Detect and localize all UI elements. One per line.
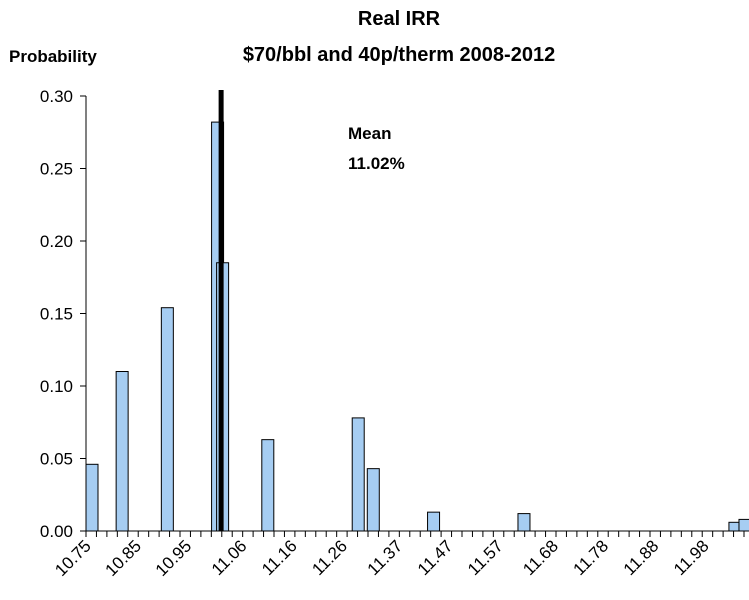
y-axis-label: Probability: [9, 47, 97, 66]
y-tick-label: 0.20: [40, 232, 73, 251]
y-tick-label: 0.05: [40, 450, 73, 469]
histogram-bar: [738, 518, 749, 532]
mean-annotation-label: Mean: [348, 124, 391, 143]
x-tick-label: 11.06: [208, 536, 251, 579]
histogram-bar: [366, 468, 380, 532]
histogram-bar: [85, 463, 99, 532]
x-tick-label: 11.78: [570, 536, 613, 579]
chart-title: Real IRR: [357, 8, 441, 30]
x-tick-label: 11.16: [258, 536, 301, 579]
histogram-bar: [115, 371, 129, 532]
histogram-bar: [351, 417, 365, 532]
x-tick-label: 10.95: [152, 536, 196, 580]
histogram-bar: [427, 511, 441, 532]
x-tick-label: 11.68: [519, 536, 562, 579]
y-tick-label: 0.00: [40, 522, 73, 541]
mean-annotation-value: 11.02%: [348, 154, 405, 173]
y-tick-label: 0.10: [40, 377, 73, 396]
x-tick-label: 11.98: [670, 536, 713, 579]
chart-subtitle: $70/bbl and 40p/therm 2008-2012: [242, 44, 556, 66]
x-tick-label: 10.75: [51, 536, 95, 580]
histogram-bar: [517, 513, 531, 532]
x-tick-label: 11.88: [620, 536, 663, 579]
x-tick-label: 11.37: [364, 536, 407, 579]
y-tick-label: 0.25: [40, 160, 73, 179]
histogram-bar: [160, 307, 174, 532]
x-tick-label: 11.57: [464, 536, 507, 579]
y-tick-label: 0.30: [40, 87, 73, 106]
y-tick-label: 0.15: [40, 305, 73, 324]
histogram-bar: [261, 439, 275, 532]
x-tick-label: 11.26: [308, 536, 351, 579]
x-tick-label: 10.85: [102, 536, 146, 580]
x-tick-label: 11.47: [414, 536, 457, 579]
